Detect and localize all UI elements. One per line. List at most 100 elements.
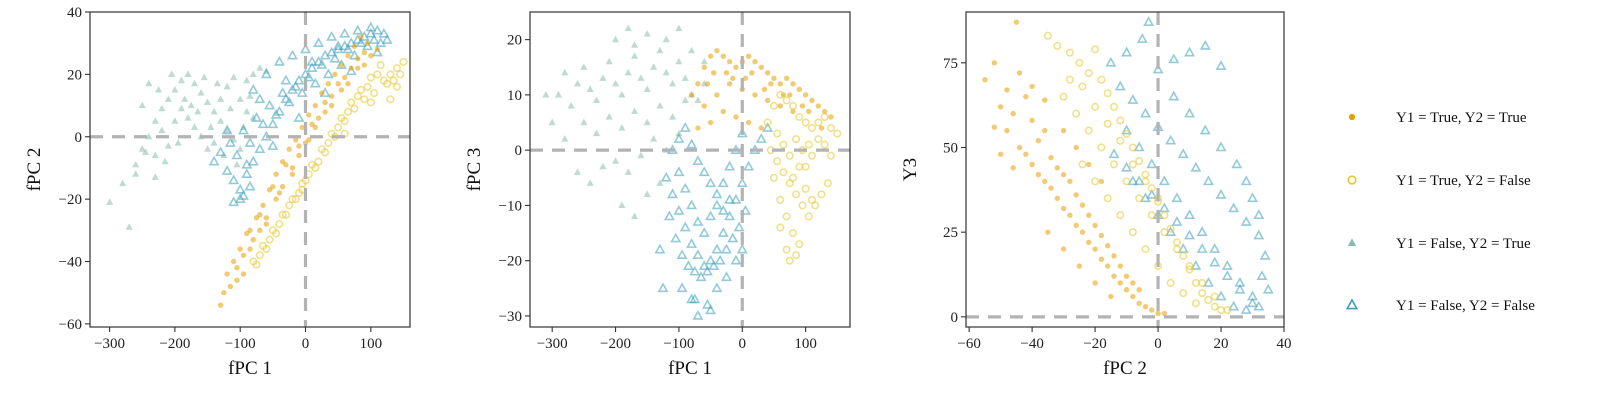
data-point [643,118,651,126]
data-point [1111,273,1117,279]
data-point [184,70,192,77]
data-point [823,179,832,188]
data-point [141,148,150,155]
data-point [293,112,305,122]
data-point [254,93,266,104]
data-point [338,87,345,93]
data-point [1199,124,1211,135]
data-point [1084,126,1093,135]
data-point [701,265,713,276]
data-point [263,221,270,227]
data-point [704,81,711,87]
data-point [618,201,626,208]
x-axis-title: fPC 1 [668,358,712,379]
data-point [692,249,704,259]
data-point [379,76,388,85]
data-point [630,52,639,59]
data-point [1092,280,1098,286]
data-point [299,124,305,131]
data-point [217,117,225,124]
series-D [654,122,774,320]
data-point [776,223,785,232]
data-point [280,74,292,85]
data-point [788,229,798,238]
legend-entry: Y1 = False, Y2 = False [1345,298,1535,314]
data-point [1184,107,1196,118]
data-point [272,229,281,238]
data-point [807,151,817,160]
data-point [355,65,361,71]
y-tick-label: 20 [507,33,522,49]
data-point [355,37,367,48]
data-point [692,216,704,226]
data-point [1146,158,1158,169]
data-point [256,64,264,71]
data-point [745,119,752,126]
data-point [339,27,351,38]
data-point [695,125,701,131]
data-point [257,118,269,129]
data-point [809,97,815,104]
data-point [1184,209,1196,220]
data-point [1209,256,1221,267]
data-point [303,71,315,82]
data-point [249,70,257,77]
data-point [801,184,810,193]
data-point [733,221,745,232]
data-point [720,243,732,254]
data-point [322,109,328,115]
legend-marker [1347,238,1357,247]
data-point [820,112,829,122]
legend-label: Y1 = False, Y2 = True [1396,236,1531,252]
data-point [246,92,254,99]
data-point [792,190,801,199]
data-point [251,112,262,122]
data-point [656,101,664,109]
data-point [783,75,790,82]
data-point [679,182,691,193]
y-tick-label: −30 [499,309,522,325]
data-point [300,43,311,54]
data-point [730,254,742,265]
data-point [714,254,726,265]
y-tick-label: 75 [943,56,958,72]
data-point [322,99,328,106]
data-point [322,68,334,79]
data-point [315,115,322,121]
data-point [1091,177,1100,186]
data-point [360,95,369,104]
data-point [643,190,651,197]
data-point [1084,68,1093,78]
data-point [190,79,199,87]
data-point [1054,165,1061,171]
data-point [1091,45,1100,54]
data-point [293,137,299,143]
data-point [1184,46,1196,57]
data-point [1114,80,1126,91]
data-point [345,65,357,76]
data-point [779,168,788,177]
data-point [726,59,733,65]
data-point [1209,243,1221,253]
data-point [313,37,325,48]
data-point [376,60,385,70]
data-point [777,103,783,109]
data-point [1042,178,1048,185]
data-point [1097,75,1106,84]
data-point [345,81,351,87]
data-point [366,98,375,107]
data-point [828,114,834,120]
data-point [554,90,563,98]
data-point [1123,273,1130,279]
data-point [138,101,146,109]
data-point [785,151,794,160]
data-point [1130,293,1136,300]
data-point [184,114,192,121]
data-point [260,202,266,209]
data-point [243,107,251,115]
data-point [158,104,166,112]
data-point [814,135,823,144]
data-point [338,62,345,68]
data-point [236,145,244,152]
data-point [1104,243,1111,249]
